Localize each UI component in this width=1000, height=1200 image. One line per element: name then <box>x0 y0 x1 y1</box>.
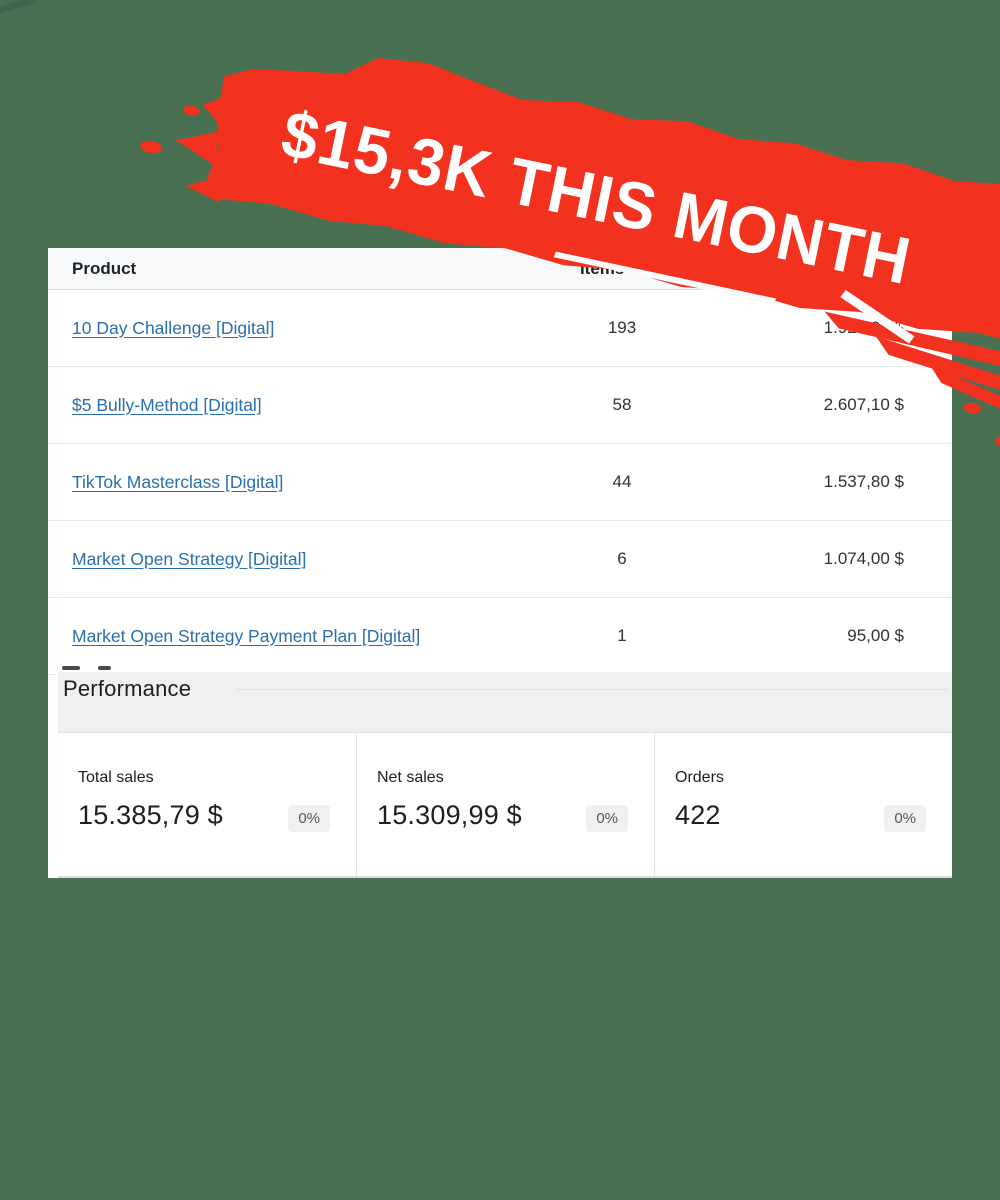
net-sales-cell: 95,00 $ <box>847 626 904 645</box>
items-sold-cell: 58 <box>612 395 632 414</box>
metric-card-orders: Orders 422 0% <box>654 733 952 876</box>
performance-title: Performance <box>63 676 192 701</box>
product-link[interactable]: $5 Bully-Method [Digital] <box>72 394 262 415</box>
metric-card-total-sales: Total sales 15.385,79 $ 0% <box>58 733 356 876</box>
table-row: Market Open Strategy [Digital] 6 1.074,0… <box>48 521 952 598</box>
metric-value: 422 <box>675 800 721 830</box>
corner-paint-streak <box>0 0 38 16</box>
items-sold-cell: 6 <box>617 549 627 568</box>
trend-badge: 0% <box>288 805 330 832</box>
column-header-net-sales: Net sales <box>829 258 904 278</box>
items-sold-cell: 1 <box>617 626 627 645</box>
column-header-items-sold: Items sold <box>579 258 665 278</box>
trend-badge: 0% <box>586 805 628 832</box>
metric-label: Total sales <box>78 769 154 786</box>
items-sold-cell: 44 <box>612 472 632 491</box>
product-link[interactable]: TikTok Masterclass [Digital] <box>72 471 284 492</box>
table-row: 10 Day Challenge [Digital] 193 1.920,25 … <box>48 290 952 367</box>
table-row: $5 Bully-Method [Digital] 58 2.607,10 $ <box>48 367 952 444</box>
product-link[interactable]: 10 Day Challenge [Digital] <box>72 317 275 338</box>
metric-label: Orders <box>675 769 724 786</box>
performance-panel: Performance Total sales 15.385,79 $ 0% N… <box>58 672 952 878</box>
product-link[interactable]: Market Open Strategy Payment Plan [Digit… <box>72 625 421 646</box>
column-header-product: Product <box>72 258 137 278</box>
net-sales-cell: 1.920,25 $ <box>823 318 904 337</box>
metric-card-net-sales: Net sales 15.309,99 $ 0% <box>356 733 654 876</box>
net-sales-cell: 1.537,80 $ <box>823 472 904 491</box>
performance-header: Performance <box>58 672 952 732</box>
table-row: TikTok Masterclass [Digital] 44 1.537,80… <box>48 444 952 521</box>
clipped-text-fragment <box>62 666 80 670</box>
net-sales-cell: 2.607,10 $ <box>823 395 904 414</box>
product-link[interactable]: Market Open Strategy [Digital] <box>72 548 307 569</box>
trend-badge: 0% <box>884 805 926 832</box>
net-sales-cell: 1.074,00 $ <box>823 549 904 568</box>
metric-value: 15.385,79 $ <box>78 800 223 830</box>
performance-cards: Total sales 15.385,79 $ 0% Net sales 15.… <box>58 732 952 876</box>
clipped-text-fragment <box>98 666 111 670</box>
table-header-row: Product Items sold Net sales <box>48 248 952 290</box>
header-divider <box>236 689 948 690</box>
metric-label: Net sales <box>377 769 444 786</box>
table-row: Market Open Strategy Payment Plan [Digit… <box>48 598 952 675</box>
metric-value: 15.309,99 $ <box>377 800 522 830</box>
items-sold-cell: 193 <box>607 318 637 337</box>
